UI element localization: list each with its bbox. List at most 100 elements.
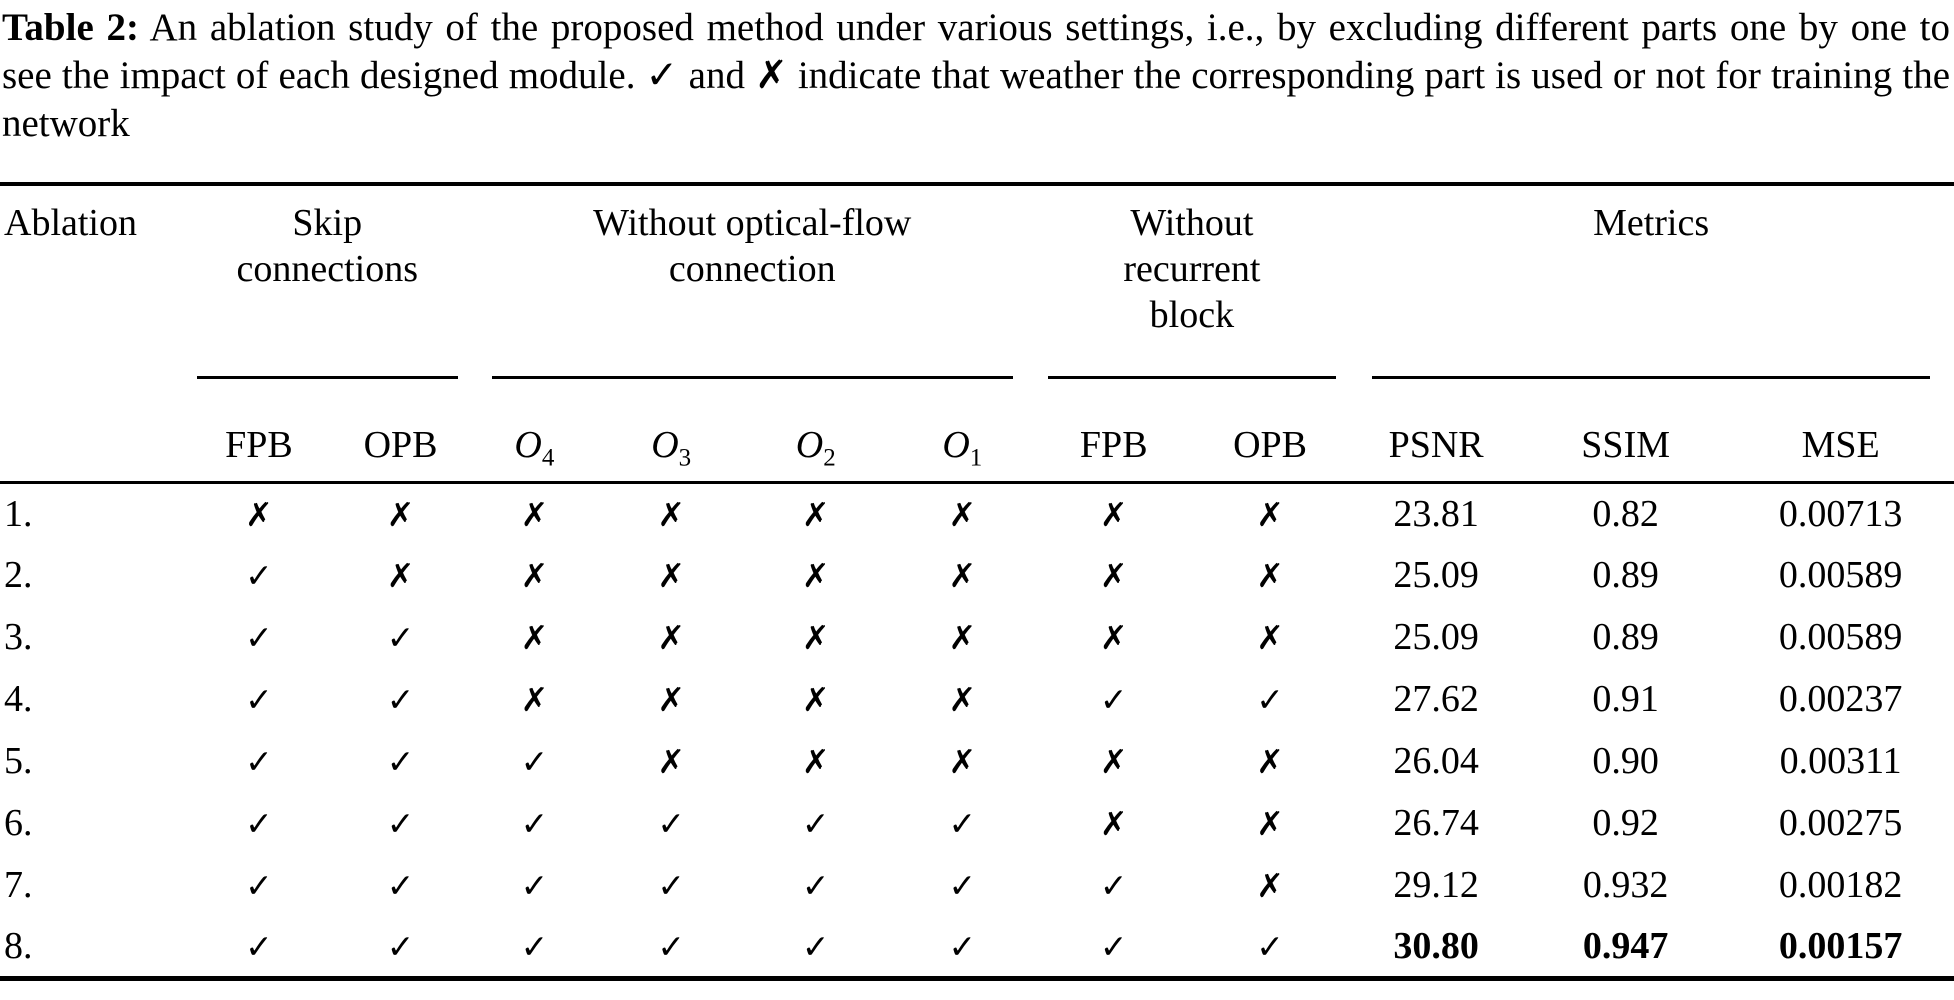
row3-o1-cell: ✗ xyxy=(889,606,1036,668)
row7-mse-value: 0.00182 xyxy=(1778,864,1903,906)
group-header-0: Skip connections xyxy=(186,184,469,376)
row4-rec-fpb-cell: ✓ xyxy=(1036,668,1192,730)
row4-o2-cell: ✗ xyxy=(742,668,889,730)
check-icon: ✓ xyxy=(245,556,273,595)
check-icon: ✓ xyxy=(386,804,415,843)
group-header-3: Metrics xyxy=(1348,184,1954,376)
column-header-row: FPB OPB O4 O3 O2 O1 FPB OPB PSNR SSIM MSE xyxy=(0,379,1954,484)
check-icon: ✓ xyxy=(386,926,415,966)
group-header-label: Skip connections xyxy=(236,202,419,290)
column-header-o2: O2 xyxy=(742,379,890,484)
row3-ssim-value: 0.89 xyxy=(1592,616,1659,658)
check-icon: ✓ xyxy=(245,680,273,719)
table-row-6: 6. ✓ ✓ ✓ ✓ ✓ ✓ ✗ ✗ 26.74 0.92 0.00275 xyxy=(0,792,1954,854)
row3-rec-fpb-cell: ✗ xyxy=(1036,606,1192,668)
cross-icon: ✗ xyxy=(520,680,549,719)
row5-o1-cell: ✗ xyxy=(889,730,1036,792)
row5-ssim-value: 0.90 xyxy=(1592,740,1659,782)
group-underline-cell-2 xyxy=(1036,376,1349,379)
group-underline xyxy=(1048,376,1336,379)
cross-icon: ✗ xyxy=(948,742,977,781)
row7-o2-cell: ✓ xyxy=(742,854,889,916)
column-header-o1: O1 xyxy=(889,379,1036,484)
check-icon: ✓ xyxy=(1256,680,1284,719)
row1-o2-cell: ✗ xyxy=(742,482,889,544)
check-icon: ✓ xyxy=(948,866,977,905)
row3-rec-opb-cell: ✗ xyxy=(1192,606,1348,668)
row3-skip-opb-cell: ✓ xyxy=(332,606,469,668)
cross-icon: ✗ xyxy=(386,494,415,534)
check-icon: ✓ xyxy=(801,804,830,843)
cross-icon: ✗ xyxy=(1099,804,1128,843)
row7-skip-opb-cell: ✓ xyxy=(332,854,469,916)
row1-o3-cell: ✗ xyxy=(600,482,743,544)
row4-ssim-value: 0.91 xyxy=(1592,678,1659,720)
row8-skip-opb-cell: ✓ xyxy=(332,916,469,978)
check-icon: ✓ xyxy=(520,804,549,843)
row2-o4-cell: ✗ xyxy=(469,544,600,606)
check-icon: ✓ xyxy=(245,742,273,781)
table-row-1: 1. ✗ ✗ ✗ ✗ ✗ ✗ ✗ ✗ 23.81 0.82 0.00713 xyxy=(0,482,1954,544)
cross-icon: ✗ xyxy=(1099,556,1128,595)
column-header-ssim: SSIM xyxy=(1524,379,1728,484)
row6-skip-fpb-cell: ✓ xyxy=(186,792,333,854)
cross-icon: ✗ xyxy=(1256,494,1284,534)
row-number: 3. xyxy=(4,616,33,658)
row5-o4-cell: ✓ xyxy=(469,730,600,792)
row6-psnr-value: 26.74 xyxy=(1393,802,1479,844)
row3-o2-cell: ✗ xyxy=(742,606,889,668)
row6-ssim-value: 0.92 xyxy=(1592,802,1659,844)
row-number: 5. xyxy=(4,740,33,782)
group-underline-cell-1 xyxy=(469,376,1036,379)
row8-psnr-value: 30.80 xyxy=(1393,924,1479,967)
check-icon: ✓ xyxy=(386,742,415,781)
cross-icon: ✗ xyxy=(1256,556,1284,595)
row7-psnr-value: 29.12 xyxy=(1393,864,1479,906)
check-icon: ✓ xyxy=(245,618,273,657)
group-underline xyxy=(491,376,1013,379)
column-header-o3: O3 xyxy=(599,379,743,484)
check-icon: ✓ xyxy=(1256,926,1284,966)
row2-rec-fpb-cell: ✗ xyxy=(1036,544,1192,606)
table-row-4: 4. ✓ ✓ ✗ ✗ ✗ ✗ ✓ ✓ 27.62 0.91 0.00237 xyxy=(0,668,1954,730)
table-row-5: 5. ✓ ✓ ✓ ✗ ✗ ✗ ✗ ✗ 26.04 0.90 0.00311 xyxy=(0,730,1954,792)
check-icon: ✓ xyxy=(948,926,977,966)
check-icon: ✓ xyxy=(657,804,685,843)
row5-o3-cell: ✗ xyxy=(600,730,743,792)
row6-rec-opb-cell: ✗ xyxy=(1192,792,1348,854)
table-row-3: 3. ✓ ✓ ✗ ✗ ✗ ✗ ✗ ✗ 25.09 0.89 0.00589 xyxy=(0,606,1954,668)
row7-o1-cell: ✓ xyxy=(889,854,1036,916)
group-header-2: Without recurrent block xyxy=(1036,184,1349,376)
row5-skip-fpb-cell: ✓ xyxy=(186,730,333,792)
row4-o1-cell: ✗ xyxy=(889,668,1036,730)
row4-skip-opb-cell: ✓ xyxy=(332,668,469,730)
row8-skip-fpb-cell: ✓ xyxy=(186,916,333,978)
check-icon: ✓ xyxy=(520,866,549,905)
row5-psnr-value: 26.04 xyxy=(1393,740,1479,782)
row7-o3-cell: ✓ xyxy=(600,854,743,916)
check-icon: ✓ xyxy=(1099,680,1128,719)
check-icon: ✓ xyxy=(657,866,685,905)
row3-mse-value: 0.00589 xyxy=(1778,616,1903,658)
row8-mse-value: 0.00157 xyxy=(1778,924,1903,967)
check-icon: ✓ xyxy=(801,926,830,966)
row1-mse-value: 0.00713 xyxy=(1778,492,1903,535)
group-header-1: Without optical-flow connection xyxy=(469,184,1036,376)
cross-icon: ✗ xyxy=(245,494,273,534)
row4-psnr-value: 27.62 xyxy=(1393,678,1479,720)
row2-mse-value: 0.00589 xyxy=(1778,554,1903,596)
column-header-mse: MSE xyxy=(1727,379,1954,484)
row1-rec-fpb-cell: ✗ xyxy=(1036,482,1192,544)
row6-rec-fpb-cell: ✗ xyxy=(1036,792,1192,854)
row-number: 4. xyxy=(4,678,33,720)
cross-icon: ✗ xyxy=(1256,804,1284,843)
column-header-skip-opb: OPB xyxy=(332,379,469,484)
group-header-row: Ablation Skip connections Without optical-… xyxy=(0,184,1954,376)
row-number: 7. xyxy=(4,864,33,906)
cross-icon: ✗ xyxy=(657,742,685,781)
row1-rec-opb-cell: ✗ xyxy=(1192,482,1348,544)
column-header-psnr: PSNR xyxy=(1348,379,1525,484)
row7-rec-fpb-cell: ✓ xyxy=(1036,854,1192,916)
cross-icon: ✗ xyxy=(520,494,549,534)
table-caption: Table 2: An ablation study of the propos… xyxy=(0,0,1954,148)
